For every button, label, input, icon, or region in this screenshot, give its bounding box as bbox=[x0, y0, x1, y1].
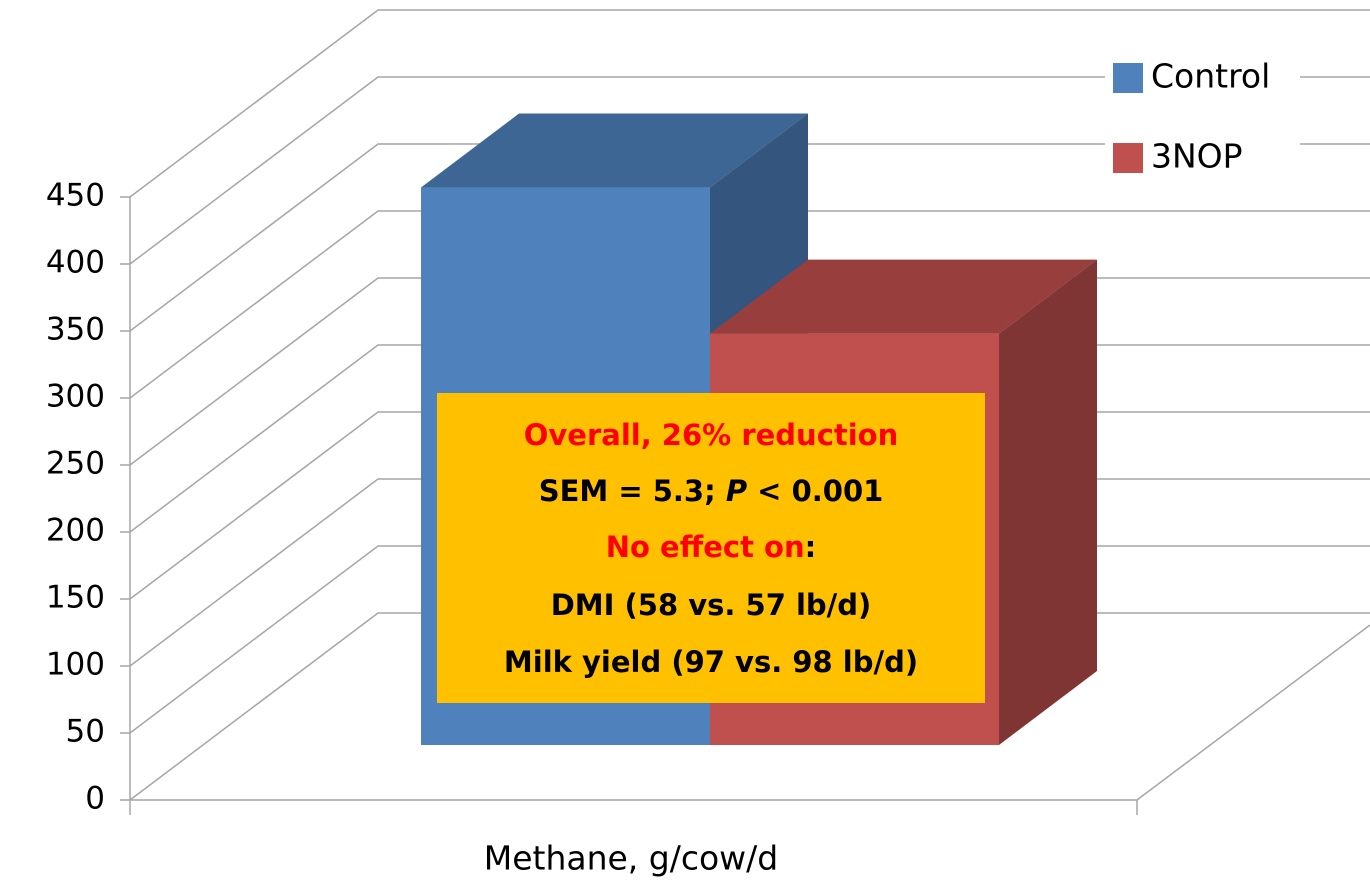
annotation-text: Milk yield (97 vs. 98 lb/d) bbox=[504, 645, 918, 679]
y-tick-label: 450 bbox=[46, 178, 105, 214]
grid-line bbox=[129, 210, 1370, 399]
y-tick-label: 300 bbox=[46, 379, 105, 415]
y-tick-label: 100 bbox=[46, 647, 105, 683]
legend-swatch bbox=[1113, 143, 1143, 173]
annotation-line: Overall, 26% reduction bbox=[524, 418, 899, 452]
y-tick-label: 0 bbox=[85, 781, 105, 817]
annotation-text: : bbox=[805, 530, 817, 564]
grid-line bbox=[129, 143, 1370, 332]
annotation-line: No effect on: bbox=[606, 530, 816, 564]
annotation-box bbox=[437, 393, 985, 703]
bar-top bbox=[710, 259, 1097, 334]
y-tick-label: 400 bbox=[46, 245, 105, 281]
legend-swatch bbox=[1113, 63, 1143, 93]
annotation-line: DMI (58 vs. 57 lb/d) bbox=[551, 588, 872, 622]
y-tick-label: 150 bbox=[46, 580, 105, 616]
annotation-text: < 0.001 bbox=[747, 474, 883, 508]
annotation-text: DMI (58 vs. 57 lb/d) bbox=[551, 588, 872, 622]
bar-top bbox=[421, 113, 808, 188]
annotation-line: SEM = 5.3; P < 0.001 bbox=[539, 474, 884, 508]
x-axis-label: Methane, g/cow/d bbox=[484, 839, 779, 878]
annotation-text: SEM = 5.3; bbox=[539, 474, 726, 508]
y-tick-label: 350 bbox=[46, 312, 105, 348]
grid-line bbox=[129, 9, 1370, 198]
legend-label: Control bbox=[1151, 57, 1270, 96]
annotation-line: Milk yield (97 vs. 98 lb/d) bbox=[504, 645, 918, 679]
y-tick-label: 200 bbox=[46, 513, 105, 549]
grid-line bbox=[129, 76, 1370, 265]
annotation-text: P bbox=[726, 474, 747, 508]
y-tick-label: 50 bbox=[66, 714, 105, 750]
annotation-text: No effect on bbox=[606, 530, 805, 564]
annotation-text: Overall, 26% reduction bbox=[524, 418, 899, 452]
legend-label: 3NOP bbox=[1151, 137, 1243, 176]
y-tick-label: 250 bbox=[46, 446, 105, 482]
bar-side bbox=[999, 259, 1097, 745]
